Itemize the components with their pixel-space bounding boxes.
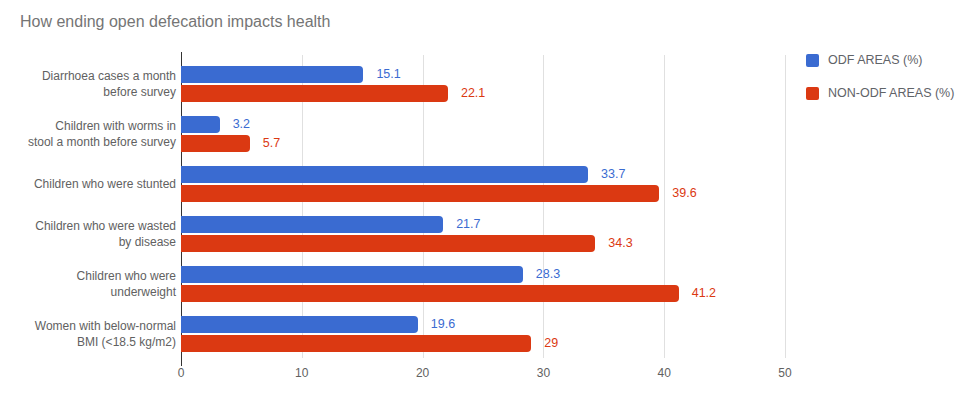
bar-value-label: 34.3 xyxy=(608,235,632,252)
bar-odf xyxy=(181,66,363,83)
bar-value-label: 3.2 xyxy=(233,116,250,133)
bar-value-label: 28.3 xyxy=(536,266,560,283)
category-label-line: stool a month before survey xyxy=(28,134,176,150)
bar-value-label: 41.2 xyxy=(692,285,716,302)
legend: ODF AREAS (%) NON-ODF AREAS (%) xyxy=(806,53,954,119)
bar-chart: How ending open defecation impacts healt… xyxy=(0,0,977,402)
category-label-line: Children who were stunted xyxy=(34,176,176,192)
bar-non-odf xyxy=(181,285,679,302)
bar-odf xyxy=(181,116,220,133)
bar-non-odf xyxy=(181,85,448,102)
bar-odf xyxy=(181,316,418,333)
bar-value-label: 15.1 xyxy=(376,66,400,83)
bar-non-odf xyxy=(181,135,250,152)
x-tick-label: 10 xyxy=(295,366,308,380)
category-label-line: underweight xyxy=(111,284,176,300)
category-label: Children who wereunderweight xyxy=(0,259,176,309)
category-label-line: Children with worms in xyxy=(55,118,176,134)
category-label: Diarrhoea cases a monthbefore survey xyxy=(0,59,176,109)
bar-value-label: 22.1 xyxy=(461,85,485,102)
x-tick-label: 0 xyxy=(178,366,185,380)
gridline xyxy=(785,55,786,358)
bar-odf xyxy=(181,266,523,283)
category-label-line: before survey xyxy=(103,84,176,100)
bar-group: 28.3 41.2 xyxy=(181,259,785,309)
x-tick-label: 50 xyxy=(778,366,791,380)
x-tick-label: 20 xyxy=(416,366,429,380)
x-tick-label: 30 xyxy=(537,366,550,380)
legend-label: ODF AREAS (%) xyxy=(828,53,922,67)
legend-swatch xyxy=(806,87,819,100)
category-label: Children who were stunted xyxy=(0,159,176,209)
bar-value-label: 39.6 xyxy=(672,185,696,202)
category-axis: Diarrhoea cases a monthbefore surveyChil… xyxy=(0,55,176,360)
legend-item: NON-ODF AREAS (%) xyxy=(806,86,954,100)
chart-title: How ending open defecation impacts healt… xyxy=(20,13,330,31)
legend-item: ODF AREAS (%) xyxy=(806,53,954,67)
category-label: Children who were wastedby disease xyxy=(0,209,176,259)
bar-non-odf xyxy=(181,335,531,352)
category-label-line: Diarrhoea cases a month xyxy=(42,68,176,84)
bar-value-label: 21.7 xyxy=(456,216,480,233)
x-axis: 01020304050 xyxy=(181,366,785,382)
bar-value-label: 29 xyxy=(544,335,558,352)
category-label-line: Children who were wasted xyxy=(35,218,176,234)
bar-group: 3.2 5.7 xyxy=(181,109,785,159)
bar-value-label: 5.7 xyxy=(263,135,280,152)
category-label: Children with worms instool a month befo… xyxy=(0,109,176,159)
category-label-line: BMI (<18.5 kg/m2) xyxy=(77,334,176,350)
bar-value-label: 19.6 xyxy=(431,316,455,333)
bar-odf xyxy=(181,216,443,233)
legend-swatch xyxy=(806,54,819,67)
bar-group: 21.7 34.3 xyxy=(181,209,785,259)
plot-area: 15.1 22.1 3.2 5.7 33.7 39.6 21.7 34.3 28.3 41.2 19… xyxy=(181,55,785,360)
legend-label: NON-ODF AREAS (%) xyxy=(828,86,954,100)
x-tick-label: 40 xyxy=(658,366,671,380)
bar-non-odf xyxy=(181,185,659,202)
bar-non-odf xyxy=(181,235,595,252)
bar-group: 15.1 22.1 xyxy=(181,59,785,109)
category-label-line: Children who were xyxy=(77,268,176,284)
category-label: Women with below-normalBMI (<18.5 kg/m2) xyxy=(0,309,176,359)
bar-group: 19.6 29 xyxy=(181,309,785,359)
category-label-line: by disease xyxy=(119,234,176,250)
bar-group: 33.7 39.6 xyxy=(181,159,785,209)
bar-odf xyxy=(181,166,588,183)
category-label-line: Women with below-normal xyxy=(35,318,176,334)
bar-value-label: 33.7 xyxy=(601,166,625,183)
